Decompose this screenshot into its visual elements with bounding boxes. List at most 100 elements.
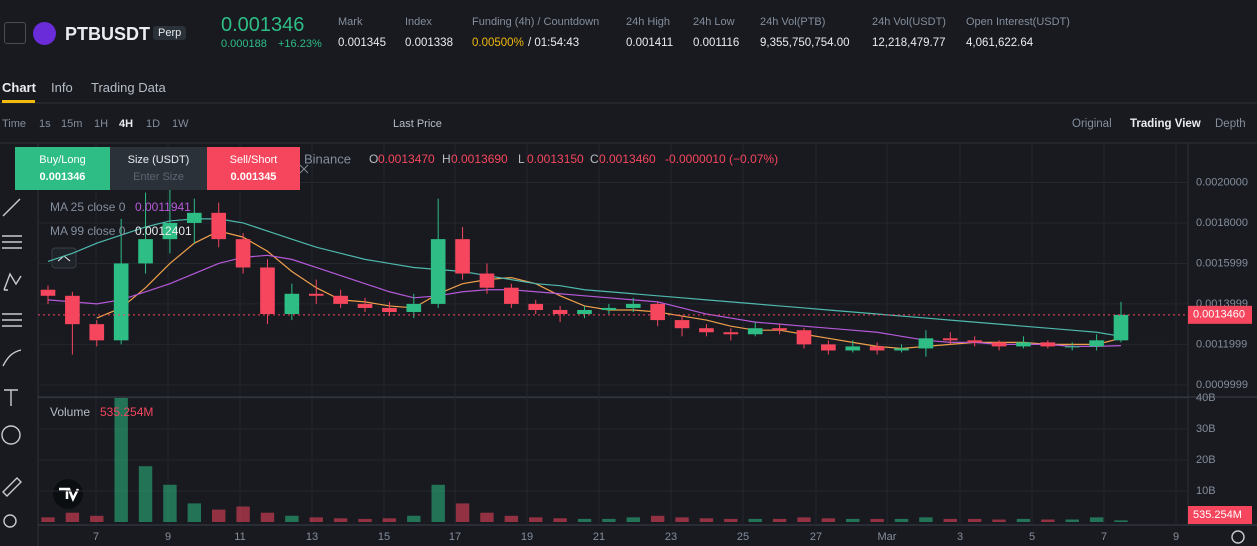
candle-body bbox=[894, 348, 909, 351]
tab[interactable]: Info bbox=[51, 80, 73, 95]
volume-tick-label: 10B bbox=[1196, 485, 1216, 497]
volume-bar bbox=[41, 517, 55, 522]
volume-bar bbox=[382, 518, 397, 522]
interval[interactable]: 1D bbox=[146, 118, 161, 130]
lines-tool[interactable] bbox=[2, 235, 22, 249]
volume-bar bbox=[1016, 518, 1031, 522]
volume-title: Volume bbox=[50, 405, 90, 419]
candle-body bbox=[1113, 314, 1129, 341]
interval[interactable]: 15m bbox=[61, 118, 83, 130]
volume-bar bbox=[967, 518, 982, 522]
stat-value: 0.00500% bbox=[472, 37, 524, 49]
volume-bar bbox=[553, 518, 567, 522]
last-price-badge bbox=[1188, 305, 1252, 324]
candle-body bbox=[674, 320, 690, 329]
ruler-tool[interactable] bbox=[2, 477, 22, 497]
volume-bar bbox=[626, 517, 640, 522]
close-panel[interactable] bbox=[298, 163, 310, 175]
view-option[interactable]: Depth bbox=[1215, 118, 1246, 130]
volume-bar bbox=[1041, 519, 1055, 522]
x-tick-label: Mar bbox=[878, 531, 897, 543]
stat-value: 0.001345 bbox=[338, 37, 386, 49]
ohlc-label: L bbox=[518, 152, 525, 166]
y-tick-label: 0.0018000 bbox=[1196, 217, 1248, 229]
stat-value: 12,218,479.77 bbox=[872, 37, 946, 49]
ohlc-value: 0.0013470 bbox=[378, 152, 435, 166]
stat-value: 9,355,750,754.00 bbox=[760, 37, 850, 49]
volume-bar bbox=[1114, 520, 1128, 522]
candle-body bbox=[357, 303, 373, 308]
size-label: Size (USDT) bbox=[127, 154, 190, 166]
view-option[interactable]: Trading View bbox=[1130, 118, 1201, 130]
fib-tool[interactable] bbox=[2, 313, 22, 327]
symbol[interactable]: PTBUSDT bbox=[65, 24, 150, 44]
text-tool[interactable] bbox=[4, 389, 18, 406]
candle-body bbox=[772, 328, 787, 331]
favorite-button[interactable] bbox=[4, 22, 26, 44]
tradingview-logo-mark bbox=[59, 487, 80, 503]
y-tick-label: 0.0020000 bbox=[1196, 176, 1248, 188]
tab[interactable]: Chart bbox=[2, 80, 36, 95]
ohlc-label: H bbox=[442, 152, 451, 166]
candle-body bbox=[382, 307, 397, 312]
candle-body bbox=[260, 267, 275, 315]
volume-bar bbox=[480, 512, 494, 522]
candle-body bbox=[89, 324, 105, 341]
candle-body bbox=[333, 295, 348, 304]
collapse-button[interactable] bbox=[51, 247, 77, 269]
candle-body bbox=[967, 340, 982, 343]
interval[interactable]: Time bbox=[2, 118, 27, 130]
brush-tool[interactable] bbox=[2, 349, 22, 367]
candle-body bbox=[942, 338, 958, 341]
buy-button[interactable]: Buy/Long 0.001346 bbox=[15, 147, 110, 190]
ma-legend-label: MA 99 close 0 bbox=[50, 224, 126, 238]
tab[interactable]: Trading Data bbox=[91, 80, 166, 95]
volume-bar bbox=[114, 398, 128, 522]
candle-body bbox=[504, 287, 519, 304]
price-type[interactable]: Last Price bbox=[393, 118, 442, 130]
coin-logo bbox=[33, 22, 56, 45]
x-tick-label: 23 bbox=[665, 531, 677, 543]
candle-body bbox=[528, 303, 544, 310]
interval[interactable]: 4H bbox=[119, 118, 134, 130]
candle-body bbox=[1016, 342, 1031, 347]
volume-bar bbox=[748, 518, 762, 522]
volume-bar bbox=[407, 515, 421, 522]
volume-bar bbox=[724, 518, 738, 522]
stat-label: 24h High bbox=[626, 16, 671, 28]
volume-bar bbox=[699, 518, 714, 522]
candle-body bbox=[113, 263, 129, 341]
trend-line-tool[interactable] bbox=[2, 198, 21, 217]
view-option[interactable]: Original bbox=[1072, 118, 1112, 130]
stat-value: / 01:54:43 bbox=[528, 37, 580, 49]
interval[interactable]: 1s bbox=[39, 118, 51, 130]
interval[interactable]: 1W bbox=[172, 118, 189, 130]
volume-bar bbox=[772, 518, 787, 522]
stat-value: 0.001338 bbox=[405, 37, 453, 49]
sell-price: 0.001345 bbox=[230, 171, 277, 183]
volume-bar bbox=[943, 518, 958, 522]
volume-value: 535.254M bbox=[100, 405, 153, 419]
candle-body bbox=[723, 332, 739, 335]
candle-body bbox=[455, 239, 470, 274]
volume-bar bbox=[333, 518, 348, 522]
stat-label: 24h Low bbox=[693, 16, 735, 28]
volume-bar bbox=[309, 517, 323, 522]
pattern-tool[interactable] bbox=[3, 272, 22, 291]
buy-label: Buy/Long bbox=[39, 154, 86, 166]
interval[interactable]: 1H bbox=[94, 118, 109, 130]
price-change: 0.000188 bbox=[221, 38, 267, 50]
x-tick-label: 7 bbox=[93, 531, 99, 543]
emoji-tool[interactable] bbox=[1, 425, 21, 445]
zoom-tool[interactable] bbox=[3, 514, 17, 528]
candle-body bbox=[747, 328, 763, 335]
candle-body bbox=[235, 239, 251, 268]
x-tick-label: 15 bbox=[378, 531, 390, 543]
size-input[interactable]: Size (USDT) Enter Size bbox=[110, 147, 207, 190]
candle-body bbox=[1040, 342, 1056, 347]
settings[interactable] bbox=[1231, 530, 1245, 544]
candle-body bbox=[187, 212, 202, 223]
ma-legend-value: 0.0012401 bbox=[135, 224, 192, 238]
sell-button[interactable]: Sell/Short 0.001345 bbox=[207, 147, 300, 190]
